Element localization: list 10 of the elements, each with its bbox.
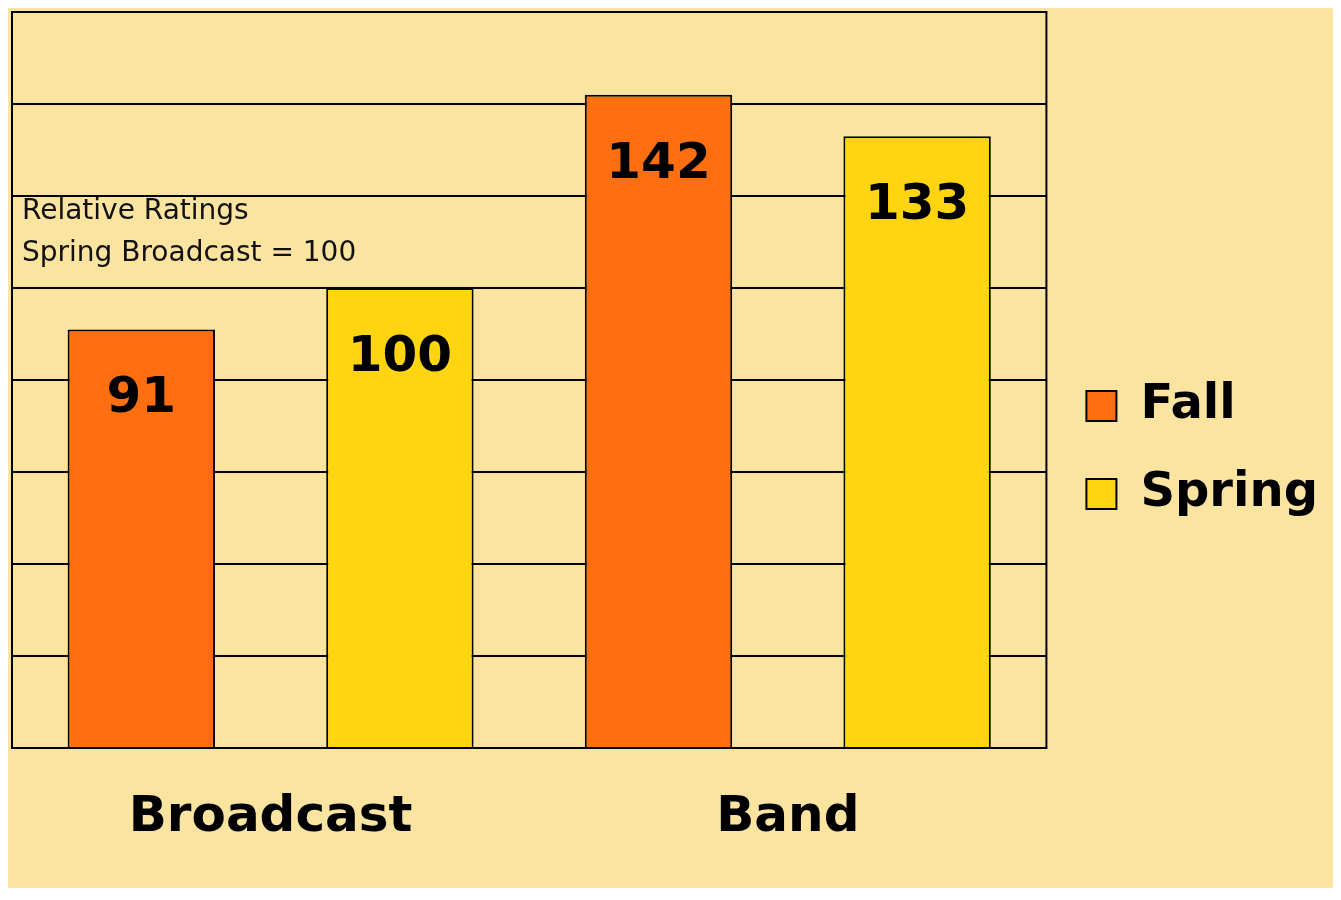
data-label: 142 [606, 131, 711, 190]
x-tick-label: Band [716, 784, 860, 843]
data-label: 91 [106, 366, 177, 425]
data-label: 133 [864, 173, 970, 232]
x-tick-label: Broadcast [128, 784, 413, 843]
annotation: Relative Ratings [22, 193, 249, 227]
legend-label: Spring [1140, 461, 1319, 518]
annotation: Spring Broadcast = 100 [22, 235, 357, 269]
data-label: 100 [347, 324, 453, 383]
legend-label: Fall [1140, 373, 1236, 430]
